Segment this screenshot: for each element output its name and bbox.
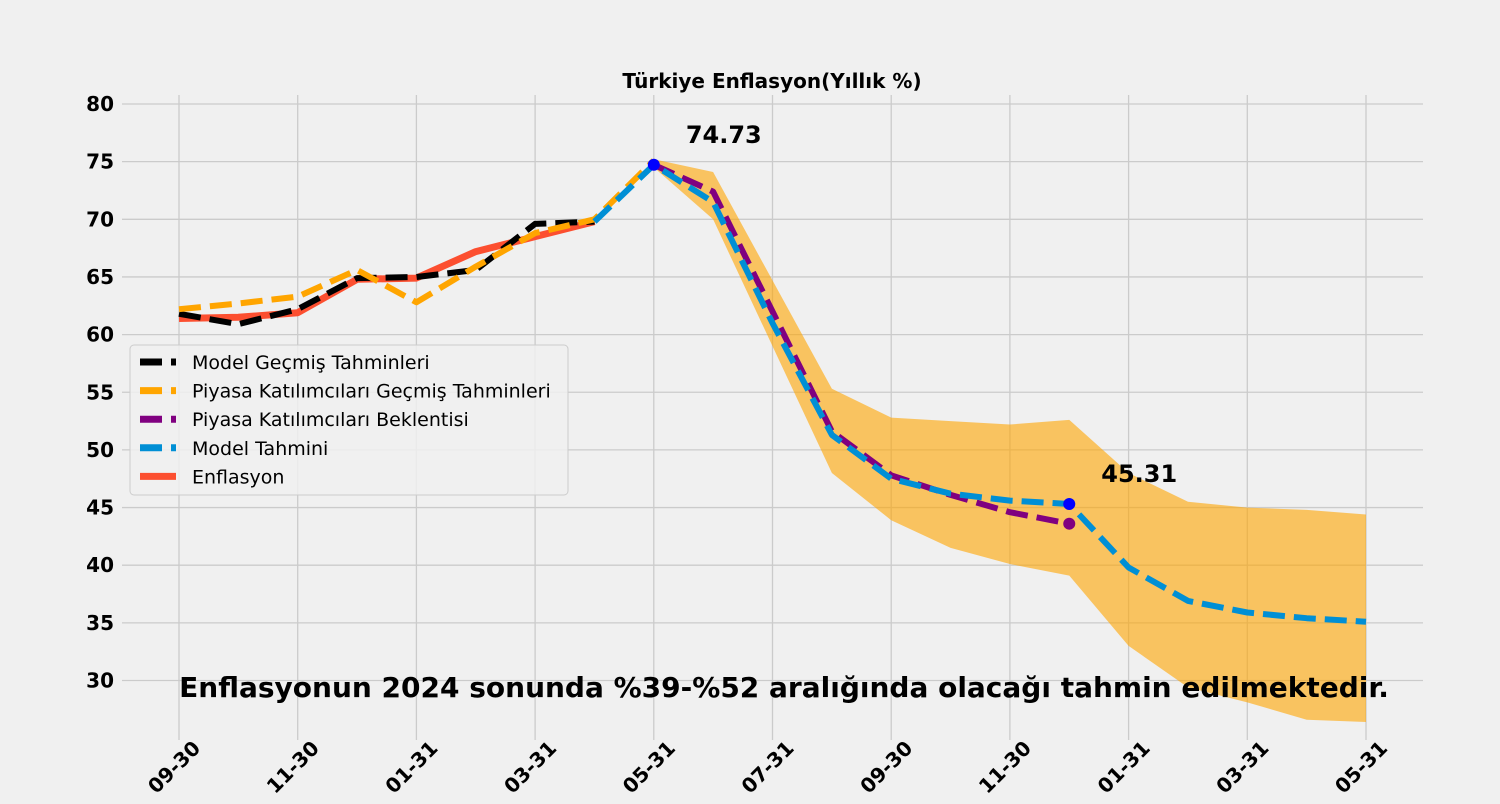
legend-label: Model Geçmiş Tahminleri xyxy=(192,352,430,374)
confidence-band xyxy=(653,159,1366,723)
x-tick-label: 07-31 xyxy=(736,736,798,798)
legend-label: Model Tahmini xyxy=(192,438,328,460)
y-tick-label: 45 xyxy=(86,496,114,520)
y-tick-label: 60 xyxy=(86,323,114,347)
value-annotation: 45.31 xyxy=(1101,460,1177,488)
y-tick-label: 75 xyxy=(86,150,114,174)
y-tick-label: 70 xyxy=(86,207,114,231)
value-annotation: 74.73 xyxy=(686,121,762,149)
y-tick-label: 50 xyxy=(86,438,114,462)
legend-label: Piyasa Katılımcıları Geçmiş Tahminleri xyxy=(192,381,551,403)
y-tick-label: 40 xyxy=(86,553,114,577)
x-tick-label: 03-31 xyxy=(499,736,561,798)
x-tick-label: 01-31 xyxy=(380,736,442,798)
y-tick-label: 65 xyxy=(86,265,114,289)
legend-label: Piyasa Katılımcıları Beklentisi xyxy=(192,409,469,431)
x-tick-label: 05-31 xyxy=(618,736,680,798)
y-tick-label: 80 xyxy=(86,92,114,116)
chart-caption: Enflasyonun 2024 sonunda %39-%52 aralığı… xyxy=(179,671,1389,704)
x-tick-label: 11-30 xyxy=(974,736,1036,798)
data-marker xyxy=(1063,517,1076,530)
x-tick-label: 01-31 xyxy=(1093,736,1155,798)
series-line-model-tahmini xyxy=(592,161,1367,625)
data-marker xyxy=(1063,497,1076,510)
legend-box xyxy=(129,344,569,496)
chart-title: Türkiye Enflasyon(Yıllık %) xyxy=(622,69,921,93)
y-tick-label: 30 xyxy=(86,669,114,693)
x-tick-label: 09-30 xyxy=(143,736,205,798)
y-tick-label: 55 xyxy=(86,380,114,404)
x-tick-label: 05-31 xyxy=(1330,736,1392,798)
series-line-model-ge-mi-tahminleri xyxy=(178,218,595,328)
data-marker xyxy=(647,158,660,171)
series-line-piyasa-kat-l-mc-lar-ge-mi-tahminleri xyxy=(178,158,656,313)
legend-label: Enflasyon xyxy=(192,466,284,488)
y-tick-label: 35 xyxy=(86,611,114,635)
x-tick-label: 09-30 xyxy=(855,736,917,798)
x-tick-label: 03-31 xyxy=(1211,736,1273,798)
x-tick-label: 11-30 xyxy=(262,736,324,798)
